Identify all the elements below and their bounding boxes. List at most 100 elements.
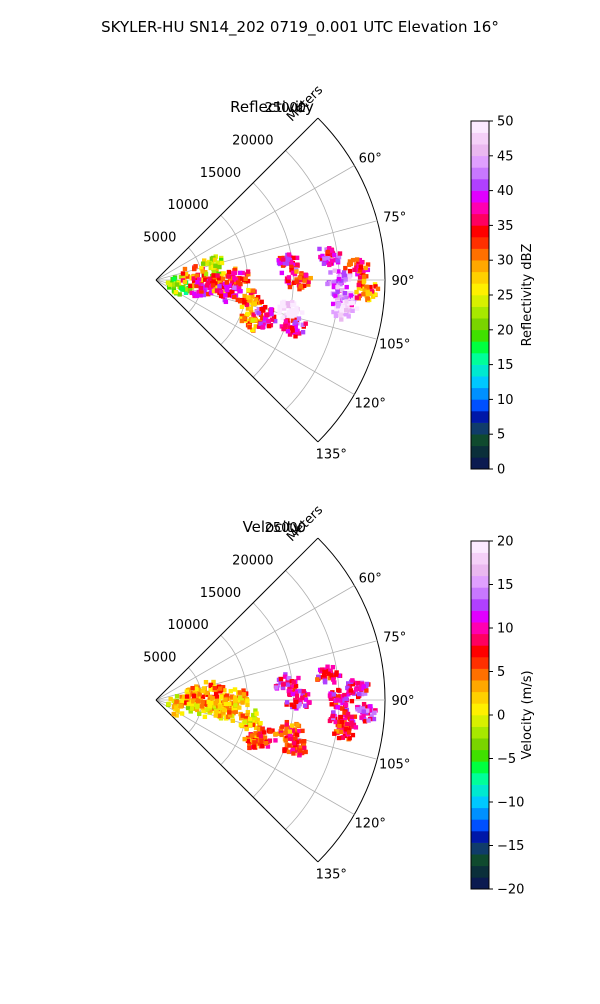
velocity-panel-title: Velocity bbox=[243, 518, 302, 536]
velocity-echo-cell bbox=[233, 695, 238, 700]
reflectivity-echo-cell bbox=[288, 259, 294, 265]
velocity-echo-cell bbox=[211, 679, 216, 685]
velocity-echo-cell bbox=[214, 698, 220, 704]
reflectivity-echo-cell bbox=[204, 283, 210, 288]
reflectivity-echo-cell bbox=[300, 329, 306, 335]
reflectivity-echo-cell bbox=[265, 312, 270, 318]
velocity-echo-cell bbox=[289, 723, 295, 728]
reflectivity-echo-cell bbox=[251, 288, 256, 293]
reflectivity-azimuth-gridline bbox=[155, 279, 378, 340]
reflectivity-echo-cell bbox=[294, 309, 300, 315]
reflectivity-echo-cell bbox=[339, 287, 345, 293]
reflectivity-echo-cell bbox=[346, 311, 351, 317]
velocity-azimuth-tick-label: 60° bbox=[359, 571, 382, 586]
velocity-echo-cell bbox=[283, 738, 288, 743]
reflectivity-echo-cell bbox=[373, 284, 378, 289]
velocity-echo-cell bbox=[191, 693, 197, 699]
velocity-colorbar-swatch bbox=[471, 691, 489, 704]
velocity-echo-cell bbox=[250, 722, 256, 728]
velocity-colorbar-swatch bbox=[471, 738, 489, 751]
reflectivity-colorbar-swatch bbox=[471, 399, 489, 412]
reflectivity-echo-cell bbox=[334, 306, 339, 312]
velocity-echo-cell bbox=[295, 722, 300, 728]
velocity-colorbar-swatch bbox=[471, 622, 489, 635]
reflectivity-echo-cell bbox=[360, 268, 366, 273]
reflectivity-echo-cluster bbox=[317, 246, 343, 268]
reflectivity-echo-cell bbox=[293, 334, 298, 339]
reflectivity-echo-cell bbox=[304, 273, 309, 278]
reflectivity-echo-cluster bbox=[343, 257, 371, 280]
reflectivity-echo-cell bbox=[216, 281, 221, 286]
reflectivity-colorbar-swatch bbox=[471, 387, 489, 400]
velocity-echo-cell bbox=[241, 688, 246, 693]
reflectivity-echo-cell bbox=[295, 330, 300, 335]
reflectivity-echo-cell bbox=[237, 275, 242, 281]
velocity-echo-cell bbox=[227, 710, 232, 715]
reflectivity-range-tick-label: 10000 bbox=[167, 198, 208, 213]
reflectivity-echo-cell bbox=[202, 258, 207, 263]
velocity-echo-cell bbox=[216, 698, 222, 704]
reflectivity-echo-cell bbox=[288, 254, 293, 260]
reflectivity-echo-cell bbox=[183, 271, 189, 277]
velocity-azimuth-tick-label: 120° bbox=[355, 817, 386, 832]
reflectivity-colorbar-swatch bbox=[471, 283, 489, 296]
velocity-echo-cell bbox=[336, 694, 341, 699]
reflectivity-echo-cell bbox=[299, 272, 304, 278]
reflectivity-echo-cell bbox=[356, 282, 362, 288]
figure-title: SKYLER-HU SN14_202 0719_0.001 UTC Elevat… bbox=[101, 18, 499, 37]
reflectivity-echo-cell bbox=[300, 322, 306, 327]
reflectivity-echo-cluster bbox=[224, 266, 251, 290]
reflectivity-echo-cell bbox=[279, 324, 285, 329]
velocity-echo-cell bbox=[330, 713, 336, 719]
velocity-echo-cell bbox=[344, 726, 349, 732]
velocity-echo-cell bbox=[247, 745, 252, 751]
reflectivity-colorbar-swatch bbox=[471, 422, 489, 435]
reflectivity-sector-edge bbox=[155, 117, 319, 281]
velocity-echo-cell bbox=[254, 741, 259, 746]
reflectivity-echo-cell bbox=[237, 299, 243, 304]
reflectivity-echo-cell bbox=[276, 258, 281, 263]
velocity-echo-cell bbox=[296, 675, 301, 681]
velocity-panel: Velocity 5000 10000 15000 20000 25000 60° 75° 9… bbox=[143, 503, 535, 898]
velocity-echo-cell bbox=[342, 717, 347, 723]
velocity-echo-cell bbox=[286, 736, 291, 741]
velocity-echo-cell bbox=[300, 728, 305, 734]
reflectivity-echo-cell bbox=[232, 268, 238, 273]
reflectivity-echo-cell bbox=[233, 283, 239, 288]
velocity-echo-cell bbox=[322, 667, 327, 672]
velocity-echo-cell bbox=[166, 701, 171, 707]
velocity-echo-cell bbox=[331, 677, 336, 682]
reflectivity-echo-cell bbox=[226, 274, 231, 279]
velocity-echo-cell bbox=[282, 748, 287, 754]
velocity-echo-cluster bbox=[355, 701, 378, 724]
reflectivity-colorbar-swatch bbox=[471, 295, 489, 307]
reflectivity-echo-cell bbox=[182, 279, 188, 285]
reflectivity-echo-cell bbox=[171, 276, 177, 282]
velocity-echo-cell bbox=[363, 685, 369, 690]
reflectivity-echo-cell bbox=[326, 256, 331, 261]
reflectivity-echo-cell bbox=[281, 306, 287, 311]
velocity-echo-cell bbox=[344, 721, 350, 727]
reflectivity-echo-cell bbox=[372, 292, 378, 297]
reflectivity-echo-cell bbox=[217, 284, 222, 289]
velocity-azimuth-gridline bbox=[155, 699, 355, 815]
velocity-echo-cell bbox=[210, 682, 216, 687]
velocity-echo-cell bbox=[194, 702, 199, 707]
velocity-echo-cell bbox=[342, 720, 347, 725]
reflectivity-echo-cell bbox=[177, 292, 182, 297]
reflectivity-echo-cell bbox=[173, 290, 179, 295]
reflectivity-echo-cluster bbox=[284, 269, 313, 292]
reflectivity-echo-cell bbox=[293, 324, 298, 330]
reflectivity-azimuth-tick-label: 135° bbox=[316, 447, 347, 462]
reflectivity-echo-cell bbox=[235, 297, 240, 303]
reflectivity-echo-cell bbox=[240, 270, 245, 276]
reflectivity-echo-cell bbox=[341, 273, 347, 279]
velocity-echo-cell bbox=[335, 705, 340, 710]
velocity-echo-cell bbox=[241, 692, 247, 697]
reflectivity-echo-cell bbox=[357, 268, 363, 273]
velocity-colorbar-swatch bbox=[471, 877, 489, 890]
reflectivity-echo-cell bbox=[268, 311, 274, 316]
reflectivity-echo-cell bbox=[329, 248, 334, 253]
reflectivity-echo-cell bbox=[298, 284, 304, 289]
reflectivity-echo-cell bbox=[346, 277, 351, 282]
